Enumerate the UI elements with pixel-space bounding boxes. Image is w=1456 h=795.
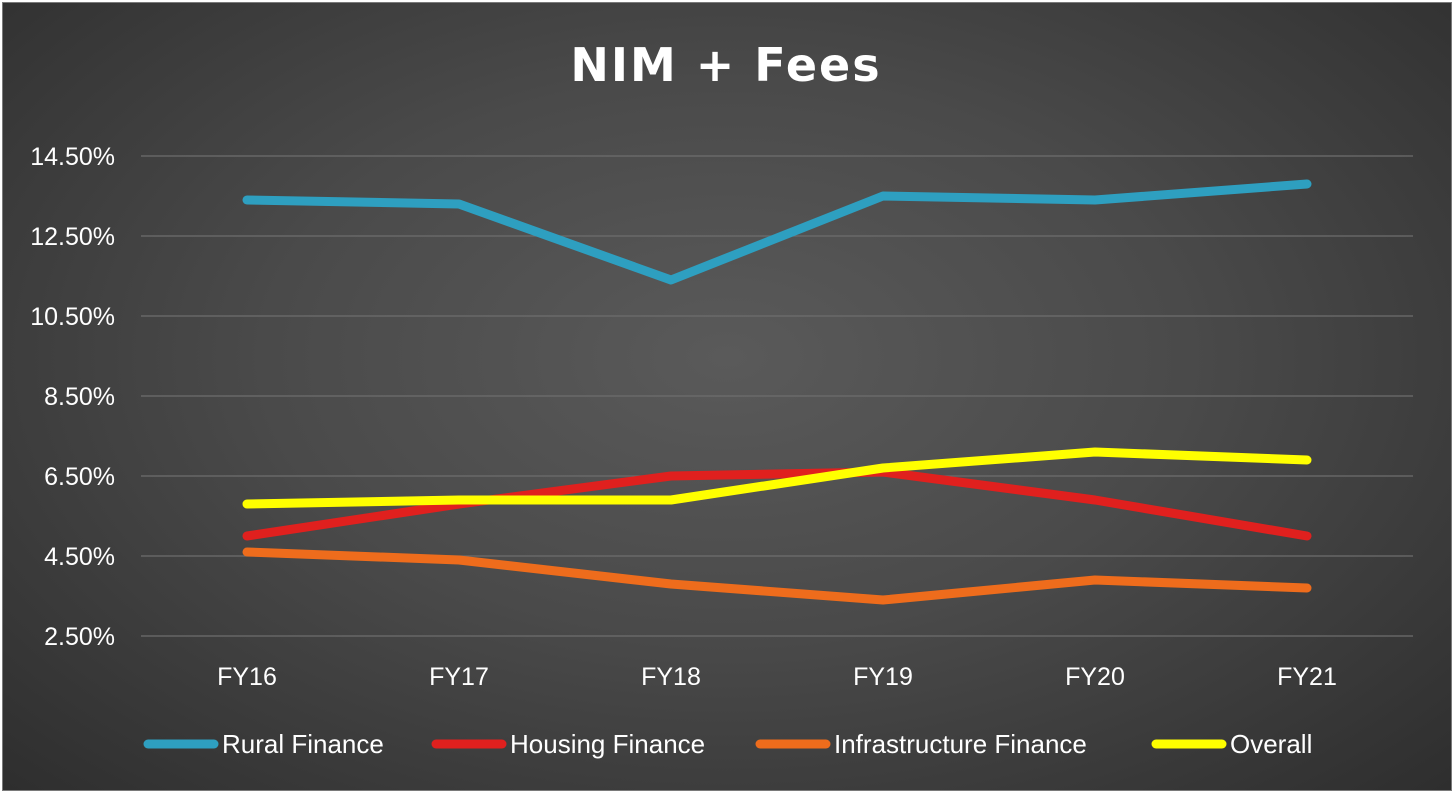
line-chart: NIM + Fees 2.50% 4.50% 6.50% 8.50% 10.50% 12.…	[30, 38, 1413, 759]
y-tick-label: 6.50%	[44, 463, 115, 491]
y-tick-label: 8.50%	[44, 383, 115, 411]
x-tick-label: FY18	[641, 663, 701, 691]
y-tick-label: 2.50%	[44, 623, 115, 651]
x-tick-label: FY20	[1065, 663, 1125, 691]
legend-label: Rural Finance	[222, 729, 384, 759]
x-tick-label: FY19	[853, 663, 913, 691]
x-tick-label: FY16	[217, 663, 277, 691]
gridlines	[141, 155, 1413, 637]
legend-label: Infrastructure Finance	[834, 729, 1087, 759]
y-tick-label: 14.50%	[30, 143, 115, 171]
x-tick-label: FY17	[429, 663, 489, 691]
y-tick-label: 10.50%	[30, 303, 115, 331]
y-axis-tick-labels: 2.50% 4.50% 6.50% 8.50% 10.50% 12.50% 14.50%	[30, 143, 115, 651]
series-line-rural-finance	[242, 179, 1312, 285]
y-tick-label: 4.50%	[44, 543, 115, 571]
series-line-infrastructure-finance	[242, 547, 1312, 605]
series-lines	[242, 179, 1312, 605]
legend-label: Overall	[1230, 729, 1312, 759]
legend-label: Housing Finance	[510, 729, 705, 759]
chart-title: NIM + Fees	[570, 38, 881, 92]
series-line-housing-finance	[242, 467, 1312, 541]
y-tick-label: 12.50%	[30, 223, 115, 251]
legend: Rural Finance Housing Finance Infrastructu…	[143, 729, 1312, 759]
series-line-overall	[242, 447, 1312, 509]
x-tick-label: FY21	[1277, 663, 1337, 691]
x-axis-tick-labels: FY16 FY17 FY18 FY19 FY20 FY21	[217, 663, 1337, 691]
